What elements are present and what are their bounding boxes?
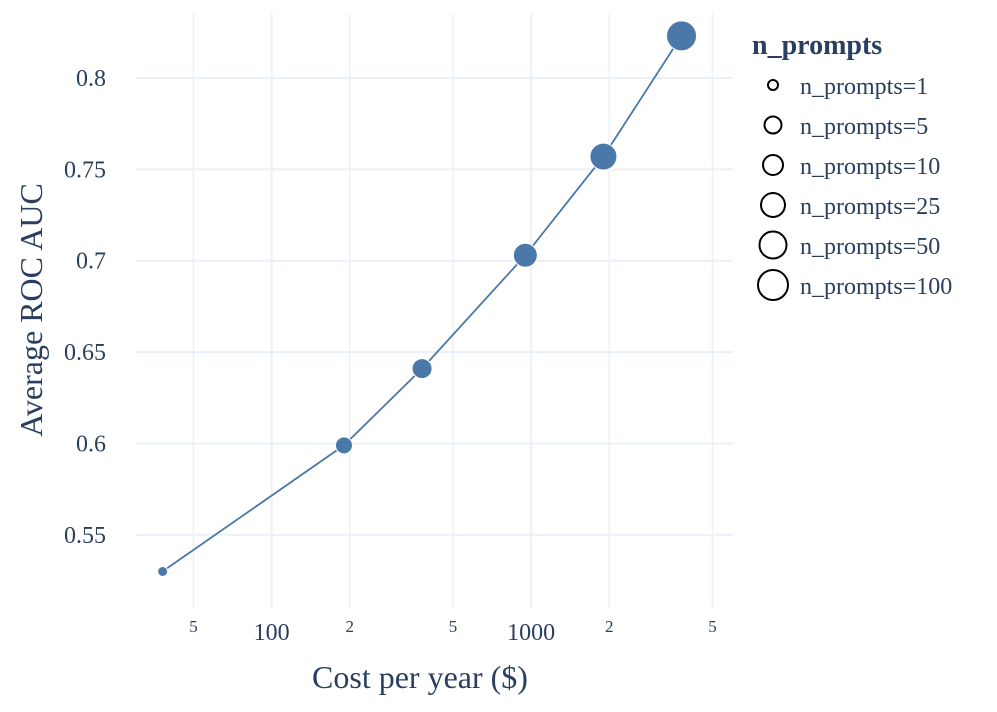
legend-marker-n10 bbox=[762, 154, 784, 176]
x-minor-tick-label-2: 5 bbox=[449, 617, 458, 636]
y-tick-label-0: 0.55 bbox=[64, 523, 106, 549]
x-axis-title: Cost per year ($) bbox=[312, 659, 528, 695]
series-line bbox=[162, 35, 683, 573]
x-minor-tick-label-4: 5 bbox=[708, 617, 717, 636]
legend-items: n_prompts=1 n_prompts=5 n_prompts=10 n_prom… bbox=[757, 74, 952, 301]
y-axis-title: Average ROC AUC bbox=[13, 183, 49, 437]
legend-marker-n5 bbox=[763, 115, 783, 135]
legend-marker-n100 bbox=[757, 269, 789, 301]
y-tick-label-3: 0.7 bbox=[76, 249, 106, 275]
y-tick-label-1: 0.6 bbox=[76, 432, 106, 458]
connecting-line bbox=[162, 35, 683, 573]
y-tick-label-5: 0.8 bbox=[76, 66, 106, 92]
legend: n_prompts n_prompts=1n_prompts=5n_prompt… bbox=[752, 30, 952, 301]
legend-label-n50: n_prompts=50 bbox=[800, 234, 940, 260]
data-point-n100 bbox=[666, 20, 698, 52]
data-markers bbox=[157, 20, 698, 577]
legend-title: n_prompts bbox=[752, 30, 882, 61]
data-point-n50 bbox=[589, 142, 618, 171]
legend-label-n25: n_prompts=25 bbox=[800, 194, 940, 220]
data-point-n25 bbox=[512, 242, 538, 268]
x-tick-label-0: 100 bbox=[254, 620, 290, 646]
x-minor-tick-label-1: 2 bbox=[346, 617, 355, 636]
legend-marker-n25 bbox=[760, 192, 786, 218]
grid bbox=[136, 14, 733, 608]
data-point-n10 bbox=[411, 358, 433, 380]
legend-marker-n50 bbox=[758, 230, 788, 260]
legend-label-n100: n_prompts=100 bbox=[800, 274, 952, 300]
y-axis-ticks: 0.55 0.6 0.65 0.7 0.75 0.8 bbox=[64, 66, 106, 549]
x-minor-tick-label-3: 2 bbox=[605, 617, 614, 636]
x-minor-tick-label-0: 5 bbox=[189, 617, 198, 636]
legend-label-n1: n_prompts=1 bbox=[800, 74, 928, 100]
legend-label-n10: n_prompts=10 bbox=[800, 154, 940, 180]
data-point-n5 bbox=[334, 436, 353, 455]
x-axis-ticks: 100 1000 5 2 5 2 5 bbox=[189, 617, 716, 646]
y-tick-label-4: 0.75 bbox=[64, 157, 106, 183]
y-tick-label-2: 0.65 bbox=[64, 340, 106, 366]
x-tick-label-1: 1000 bbox=[507, 620, 555, 646]
legend-label-n5: n_prompts=5 bbox=[800, 114, 928, 140]
data-point-n1 bbox=[157, 565, 169, 577]
legend-marker-n1 bbox=[767, 79, 779, 91]
